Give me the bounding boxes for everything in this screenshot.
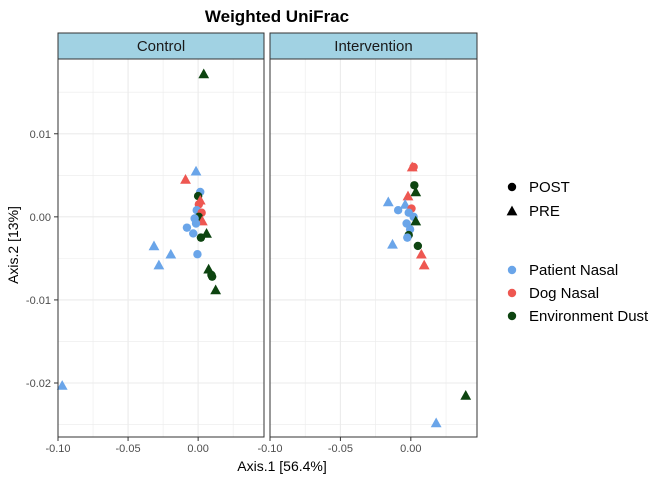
data-point (165, 248, 177, 259)
legend-label: Dog Nasal (529, 285, 599, 302)
legend-key-circle (507, 288, 517, 298)
x-tick-label: 0.00 (400, 443, 421, 455)
legend-item-patient: Patient Nasal (507, 262, 618, 279)
panel-background (270, 59, 477, 437)
facet-strip (57, 32, 265, 60)
legend-key-circle (507, 311, 517, 321)
panel-control: Control -0.10 -0.05 0.00 (45, 32, 265, 455)
data-point (196, 233, 206, 242)
data-point (189, 229, 198, 238)
data-point (410, 186, 422, 197)
facet-strip (269, 32, 478, 60)
data-point (410, 181, 419, 190)
data-point (399, 198, 411, 209)
data-point (402, 190, 414, 201)
data-point (182, 223, 192, 232)
data-point (410, 215, 422, 226)
legend-item-dog: Dog Nasal (507, 285, 599, 302)
data-point (193, 250, 202, 259)
data-point (207, 272, 217, 281)
x-tick-label: -0.05 (116, 443, 141, 455)
x-tick-label: -0.10 (257, 443, 282, 455)
data-point (153, 259, 165, 270)
legend-key-circle (507, 265, 517, 275)
legend: POST PRE Patient Nasal Dog Nasal Environment… (506, 179, 649, 325)
data-point (430, 417, 442, 428)
panel-intervention: Intervention -0.10 -0.05 0.00 (257, 32, 478, 455)
legend-item-pre: PRE (506, 203, 560, 220)
x-tick-label: -0.05 (328, 443, 353, 455)
facet-strip-label: Control (137, 38, 185, 55)
legend-item-env: Environment Dust (507, 308, 649, 325)
data-point (382, 196, 394, 207)
x-tick-label: 0.00 (187, 443, 208, 455)
y-tick-label: -0.02 (26, 378, 51, 390)
legend-label: POST (529, 179, 570, 196)
data-point (210, 284, 222, 295)
legend-label: Environment Dust (529, 308, 649, 325)
y-tick-label: -0.01 (26, 295, 51, 307)
data-point (418, 259, 430, 270)
y-tick-label: 0.00 (30, 212, 51, 224)
chart-title: Weighted UniFrac (205, 7, 349, 26)
data-point (413, 241, 423, 251)
data-point (403, 233, 412, 242)
data-point (190, 165, 202, 176)
legend-label: PRE (529, 203, 560, 220)
data-point (180, 174, 191, 184)
data-point (191, 219, 201, 228)
panel-background (58, 59, 264, 437)
x-axis-title: Axis.1 [56.4%] (237, 458, 327, 474)
data-point (409, 162, 418, 172)
legend-key-triangle (506, 205, 518, 216)
data-point (415, 248, 427, 259)
legend-item-post: POST (507, 179, 570, 196)
legend-label: Patient Nasal (529, 262, 618, 279)
data-point (393, 206, 403, 215)
data-point (198, 68, 210, 79)
x-tick-label: -0.10 (45, 443, 70, 455)
y-axis-title: Axis.2 [13%] (5, 206, 21, 284)
data-point (460, 390, 472, 400)
data-point (387, 238, 398, 249)
facet-strip-label: Intervention (334, 38, 412, 55)
legend-key-circle (507, 182, 517, 192)
data-point (56, 380, 68, 390)
data-point (148, 240, 160, 251)
y-tick-label: 0.01 (30, 129, 51, 141)
y-axis: -0.02 -0.01 0.00 0.01 (26, 129, 58, 390)
facet-panels: Control -0.10 -0.05 0.00 Intervention -0.10 -0… (45, 32, 478, 455)
